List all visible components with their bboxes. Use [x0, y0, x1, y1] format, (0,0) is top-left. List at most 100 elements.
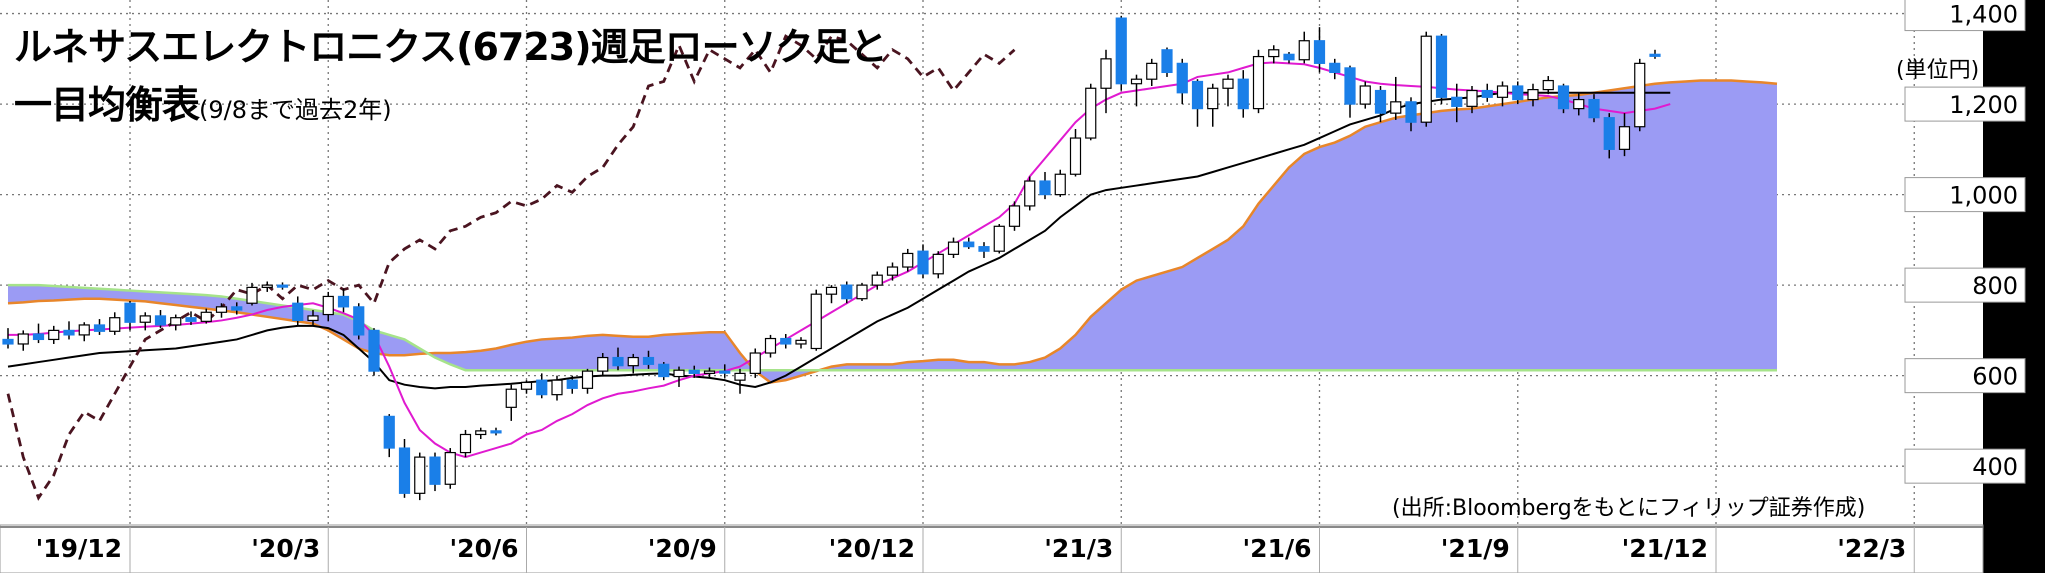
- candle-body: [597, 356, 609, 372]
- y-tick-label-box: [1904, 0, 2026, 32]
- candle: [17, 330, 29, 351]
- candle: [63, 321, 75, 340]
- candle: [1435, 33, 1448, 105]
- candle-body: [124, 302, 136, 323]
- candle-body: [1588, 98, 1600, 119]
- x-tick-label: '21/6: [1243, 534, 1312, 563]
- candle: [886, 262, 899, 281]
- candle-body: [825, 286, 838, 295]
- candle: [566, 375, 578, 394]
- candle-body: [1451, 96, 1463, 107]
- candle-body: [1207, 87, 1219, 110]
- candle-body: [154, 315, 167, 326]
- candle: [1115, 15, 1127, 91]
- candle-body: [627, 356, 639, 367]
- candle-body: [917, 250, 929, 275]
- candle-body: [1069, 137, 1082, 175]
- candle: [414, 452, 426, 501]
- candle-body: [1008, 205, 1021, 227]
- candle: [1100, 49, 1112, 114]
- candle: [841, 281, 853, 304]
- candle: [963, 237, 975, 249]
- candle-body: [1512, 85, 1524, 101]
- candle: [1161, 47, 1173, 77]
- candle-body: [444, 451, 456, 485]
- candle: [1542, 76, 1554, 95]
- candle: [1222, 74, 1234, 107]
- candle-body: [1603, 117, 1615, 150]
- candle-body: [1542, 79, 1554, 91]
- candle: [1649, 49, 1661, 59]
- candle: [246, 282, 258, 306]
- candle: [337, 288, 350, 313]
- candle-body: [1176, 62, 1188, 94]
- candle-body: [93, 324, 106, 332]
- candle-body: [1481, 89, 1493, 98]
- candle: [475, 427, 487, 440]
- candle-body: [307, 315, 319, 322]
- y-tick-label: 800: [1972, 272, 2018, 300]
- candle-body: [200, 311, 212, 322]
- candle: [490, 427, 502, 436]
- candle-body: [398, 447, 411, 494]
- candle-body: [886, 266, 899, 276]
- candle: [856, 282, 868, 301]
- chart-title-line1: ルネサスエレクトロニクス(6723)週足ローソク足と: [14, 25, 888, 69]
- candle: [459, 429, 472, 458]
- candle: [215, 303, 228, 318]
- candle-body: [1420, 35, 1432, 123]
- candle: [688, 365, 700, 378]
- candle-body: [32, 333, 45, 341]
- candle: [1024, 176, 1036, 211]
- candle: [368, 328, 380, 376]
- x-tick-label: '20/9: [648, 534, 717, 563]
- candle: [1176, 58, 1188, 105]
- candle-body: [810, 293, 822, 350]
- y-tick-label: 1,000: [1949, 182, 2018, 210]
- candle: [185, 311, 197, 325]
- candle: [1085, 83, 1097, 141]
- candle: [154, 310, 167, 329]
- candle-body: [1527, 89, 1539, 101]
- candle: [200, 308, 212, 324]
- candle-body: [1573, 98, 1585, 110]
- candle: [322, 291, 334, 322]
- candle-body: [1435, 35, 1448, 98]
- y-tick-label: 400: [1972, 453, 2018, 481]
- candle: [32, 323, 45, 344]
- candle: [1298, 31, 1310, 64]
- candle: [612, 347, 624, 371]
- candle-body: [322, 295, 334, 316]
- y-tick-label-box: [1904, 448, 2026, 484]
- candle-body: [1313, 40, 1326, 64]
- candle-body: [551, 379, 563, 396]
- y-tick-label-box: [1904, 86, 2026, 122]
- candle: [231, 302, 243, 315]
- candle: [353, 303, 365, 340]
- candle: [1237, 70, 1249, 118]
- x-tick-label: '20/12: [829, 534, 915, 563]
- candle-body: [139, 315, 151, 323]
- candle: [1481, 83, 1493, 102]
- candle-body: [505, 388, 517, 408]
- candle: [1344, 65, 1356, 118]
- source-note: (出所:Bloombergをもとにフィリップ証券作成): [1392, 496, 1866, 521]
- candle-body: [1024, 180, 1036, 207]
- candle-body: [795, 339, 807, 345]
- candle: [1634, 58, 1646, 132]
- candle: [642, 350, 655, 369]
- candle-body: [17, 333, 29, 345]
- candle-body: [1191, 80, 1204, 110]
- candle-body: [1344, 67, 1356, 105]
- candle-body: [185, 317, 197, 322]
- candle-body: [1329, 62, 1341, 74]
- candle: [1039, 171, 1051, 200]
- candle-body: [978, 246, 990, 252]
- candle: [749, 348, 761, 378]
- x-tick-label: '20/3: [251, 534, 320, 563]
- y-axis: 400 600 800 1,000 1,200 1,400: [1904, 0, 2045, 573]
- y-tick-label: 1,400: [1949, 1, 2018, 29]
- candle: [398, 439, 411, 498]
- candle-body: [109, 317, 121, 332]
